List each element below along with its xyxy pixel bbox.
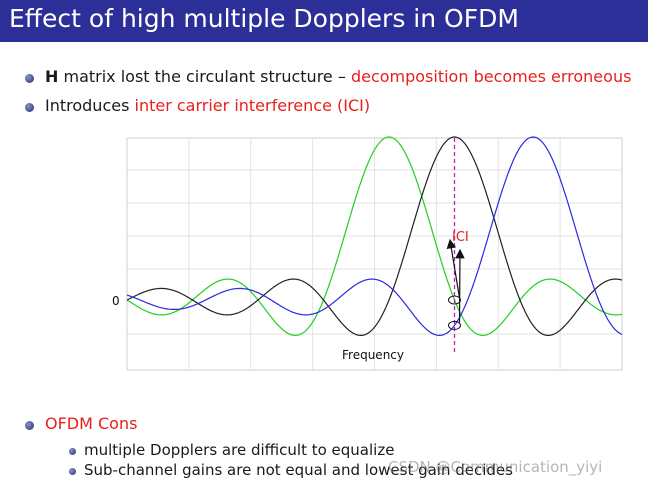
bullet-icon — [25, 74, 34, 83]
slide-title: Effect of high multiple Dopplers in OFDM — [9, 4, 519, 33]
bullet-1-highlight: decomposition becomes erroneous — [350, 67, 632, 86]
bullet-2-highlight: inter carrier interference (ICI) — [134, 96, 371, 115]
title-bar: Effect of high multiple Dopplers in OFDM — [0, 0, 648, 42]
x-axis-label: Frequency — [342, 348, 404, 362]
series-line-1 — [126, 136, 623, 336]
ici-marker-circle — [448, 295, 461, 305]
bullet-icon — [25, 103, 34, 112]
y-tick-label: 0 — [112, 294, 120, 308]
bullet-2: Introduces inter carrier interference (I… — [45, 96, 370, 115]
cons-heading: OFDM Cons — [45, 414, 138, 433]
bullet-icon — [25, 421, 34, 430]
sub-bullet-icon — [69, 468, 76, 475]
ici-annotation: ICI — [452, 230, 469, 245]
series-line-3 — [126, 136, 623, 336]
bullet-1-text: matrix lost the circulant structure – — [58, 67, 351, 86]
sub-bullet-icon — [69, 448, 76, 455]
bullet-1: H matrix lost the circulant structure – … — [45, 67, 631, 86]
cons-item-1: multiple Dopplers are difficult to equal… — [84, 441, 395, 459]
bullet-1-bold: H — [45, 67, 59, 86]
ici-arrow — [446, 238, 461, 299]
ici-marker-circle — [448, 320, 461, 330]
series-line-2 — [126, 136, 623, 336]
ici-arrow — [455, 248, 465, 323]
cons-item-2: Sub-channel gains are not equal and lowe… — [84, 461, 513, 479]
bullet-2-text: Introduces — [45, 96, 135, 115]
watermark: CSDN @Communication_yiyi — [388, 458, 603, 476]
